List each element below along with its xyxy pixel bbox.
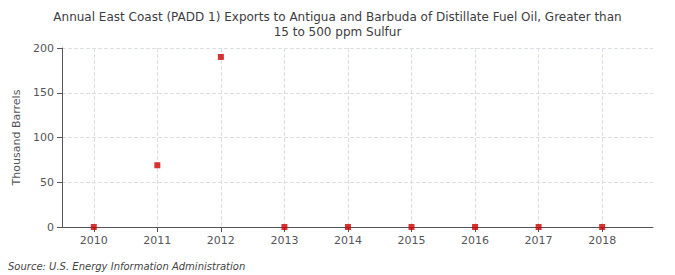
svg-text:15 to 500 ppm Sulfur: 15 to 500 ppm Sulfur xyxy=(274,25,402,39)
svg-text:Annual East Coast (PADD 1) Exp: Annual East Coast (PADD 1) Exports to An… xyxy=(53,10,621,24)
svg-text:0: 0 xyxy=(47,221,54,234)
svg-text:100: 100 xyxy=(33,131,54,144)
svg-text:50: 50 xyxy=(40,176,54,189)
svg-text:Thousand Barrels: Thousand Barrels xyxy=(10,89,23,186)
svg-text:2015: 2015 xyxy=(398,234,426,247)
svg-text:2012: 2012 xyxy=(207,234,235,247)
svg-text:2013: 2013 xyxy=(270,234,298,247)
svg-text:2011: 2011 xyxy=(143,234,171,247)
svg-text:2010: 2010 xyxy=(80,234,108,247)
svg-text:150: 150 xyxy=(33,86,54,99)
svg-text:200: 200 xyxy=(33,42,54,55)
svg-text:2018: 2018 xyxy=(588,234,616,247)
svg-text:2016: 2016 xyxy=(461,234,489,247)
svg-text:2014: 2014 xyxy=(334,234,362,247)
svg-text:2017: 2017 xyxy=(525,234,553,247)
svg-text:Source: U.S. Energy Informatio: Source: U.S. Energy Information Administ… xyxy=(8,261,245,272)
